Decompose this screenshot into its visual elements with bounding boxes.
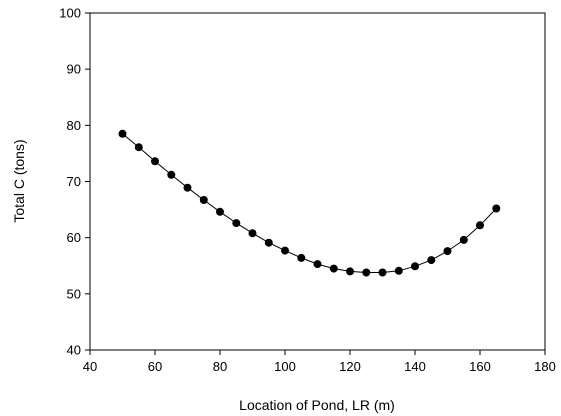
data-point	[476, 221, 484, 230]
y-tick-label: 80	[67, 118, 81, 133]
data-point	[199, 196, 208, 204]
data-point	[151, 157, 159, 166]
data-point	[134, 143, 143, 152]
y-axis-ticks: 40 50 60 70 80 90 100	[59, 6, 90, 358]
x-tick-label: 40	[83, 359, 97, 374]
data-point	[459, 235, 468, 244]
x-tick-label: 60	[148, 359, 162, 374]
y-tick-label: 70	[67, 174, 81, 189]
y-tick-label: 60	[67, 230, 81, 245]
x-tick-label: 100	[274, 359, 296, 374]
data-point	[248, 229, 257, 238]
y-tick-label: 50	[67, 286, 81, 301]
data-point	[329, 264, 338, 273]
y-tick-label: 40	[67, 343, 81, 358]
y-tick-label: 100	[59, 6, 81, 21]
data-point	[281, 246, 289, 255]
data-point	[264, 238, 273, 247]
data-point	[427, 256, 436, 265]
data-point	[394, 266, 403, 275]
data-point	[378, 268, 387, 277]
data-point	[183, 183, 192, 192]
x-tick-label: 80	[213, 359, 227, 374]
data-point	[346, 267, 354, 276]
data-markers	[118, 129, 501, 277]
data-point	[313, 260, 322, 269]
data-point	[232, 219, 241, 228]
data-point	[297, 253, 306, 262]
y-axis-title: Total C (tons)	[11, 139, 27, 222]
series-line	[122, 133, 497, 273]
data-point	[167, 170, 176, 179]
y-tick-label: 90	[67, 62, 81, 77]
data-point	[443, 247, 452, 256]
data-point	[492, 204, 501, 213]
x-tick-label: 120	[339, 359, 361, 374]
x-tick-label: 140	[404, 359, 426, 374]
data-point	[216, 207, 224, 216]
data-point	[411, 262, 419, 271]
data-point	[118, 129, 127, 138]
data-point	[362, 268, 371, 277]
x-tick-label: 160	[469, 359, 491, 374]
x-axis-ticks: 40 60 80 100 120 140 160 180	[83, 350, 556, 374]
x-axis-title: Location of Pond, LR (m)	[239, 397, 395, 413]
plot-frame	[89, 12, 546, 351]
x-tick-label: 180	[534, 359, 556, 374]
